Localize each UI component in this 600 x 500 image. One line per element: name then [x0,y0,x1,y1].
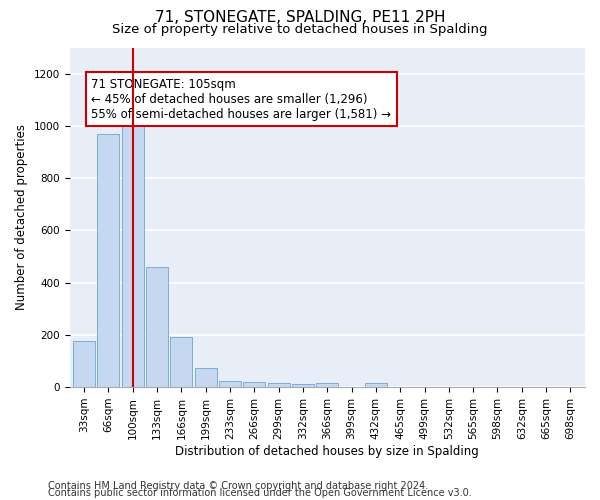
Y-axis label: Number of detached properties: Number of detached properties [15,124,28,310]
Text: Contains HM Land Registry data © Crown copyright and database right 2024.: Contains HM Land Registry data © Crown c… [48,481,428,491]
Bar [122,126,143,387]
Bar [365,383,387,387]
Bar [244,382,265,387]
Bar [292,384,314,387]
Bar [316,383,338,387]
Bar [146,267,168,387]
Bar [268,383,290,387]
Bar [219,380,241,387]
Bar [73,342,95,387]
Text: Contains public sector information licensed under the Open Government Licence v3: Contains public sector information licen… [48,488,472,498]
Text: 71 STONEGATE: 105sqm
← 45% of detached houses are smaller (1,296)
55% of semi-de: 71 STONEGATE: 105sqm ← 45% of detached h… [91,78,391,120]
Text: 71, STONEGATE, SPALDING, PE11 2PH: 71, STONEGATE, SPALDING, PE11 2PH [155,10,445,25]
Text: Size of property relative to detached houses in Spalding: Size of property relative to detached ho… [112,22,488,36]
X-axis label: Distribution of detached houses by size in Spalding: Distribution of detached houses by size … [175,444,479,458]
Bar [195,368,217,387]
Bar [97,134,119,387]
Bar [170,338,193,387]
